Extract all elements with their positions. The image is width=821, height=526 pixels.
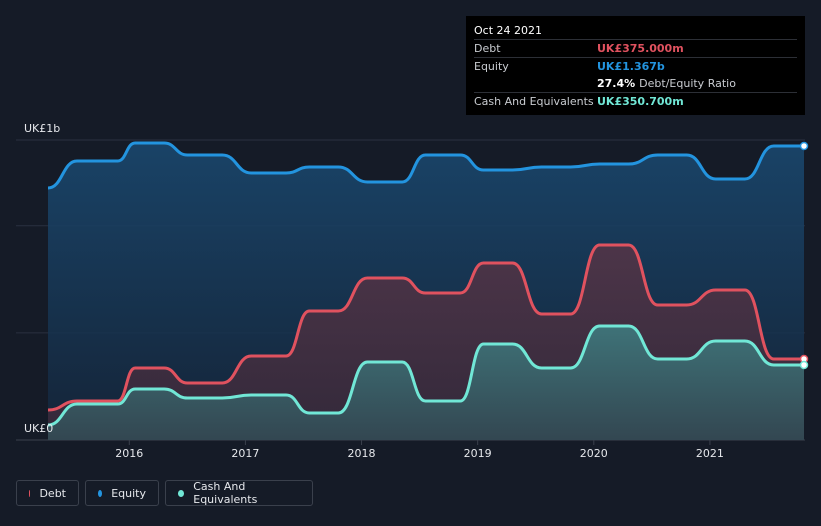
x-tick-label-2017: 2017	[231, 447, 259, 460]
x-tick-label-2016: 2016	[115, 447, 143, 460]
endpoint-cash	[799, 360, 809, 370]
tooltip-row-equity: Equity UK£1.367b	[474, 57, 797, 75]
tooltip-row-cash: Cash And Equivalents UK£350.700m	[474, 92, 797, 110]
legend-label-debt: Debt	[39, 486, 66, 500]
legend-label-equity: Equity	[111, 486, 146, 500]
legend-dot-debt-icon	[29, 489, 31, 497]
y-tick-label-bottom: UK£0	[24, 422, 53, 435]
legend-dot-cash-icon	[178, 489, 185, 497]
tooltip-ratio-spacer	[474, 75, 597, 92]
tooltip-cash-value: UK£350.700m	[597, 95, 684, 108]
x-tick-label-2018: 2018	[348, 447, 376, 460]
series-endpoints	[799, 141, 809, 370]
tooltip-ratio-label: Debt/Equity Ratio	[639, 77, 736, 90]
x-axis-ticks: 2016 2017 2018 2019 2020 2021	[115, 440, 724, 460]
endpoint-equity	[799, 141, 809, 151]
tooltip-ratio-value: 27.4%	[597, 77, 636, 90]
tooltip-equity-value: UK£1.367b	[597, 60, 665, 73]
line-equity	[47, 141, 804, 190]
legend-item-debt[interactable]: Debt	[16, 480, 79, 506]
x-tick-label-2020: 2020	[580, 447, 608, 460]
tooltip-debt-label: Debt	[474, 42, 501, 55]
x-tick-label-2019: 2019	[464, 447, 492, 460]
legend-item-cash[interactable]: Cash And Equivalents	[165, 480, 313, 506]
tooltip-cash-label: Cash And Equivalents	[474, 95, 594, 108]
tooltip-row-debt: Debt UK£375.000m	[474, 39, 797, 57]
area-cash	[48, 326, 804, 440]
legend-item-equity[interactable]: Equity	[85, 480, 159, 506]
chart-tooltip: Oct 24 2021 Debt UK£375.000m Equity UK£1…	[466, 16, 805, 115]
line-cash	[47, 324, 804, 427]
series-lines	[47, 141, 804, 427]
x-tick-label-2021: 2021	[696, 447, 724, 460]
legend-label-cash: Cash And Equivalents	[193, 480, 258, 506]
tooltip-row-ratio: 27.4% Debt/Equity Ratio	[474, 75, 797, 92]
legend-dot-equity-icon	[98, 489, 103, 497]
tooltip-equity-label: Equity	[474, 60, 509, 73]
tooltip-debt-value: UK£375.000m	[597, 42, 684, 55]
y-tick-label-top: UK£1b	[24, 122, 60, 135]
tooltip-date: Oct 24 2021	[474, 24, 543, 37]
chart-legend: Debt Equity Cash And Equivalents	[16, 480, 313, 506]
line-debt	[47, 243, 804, 412]
